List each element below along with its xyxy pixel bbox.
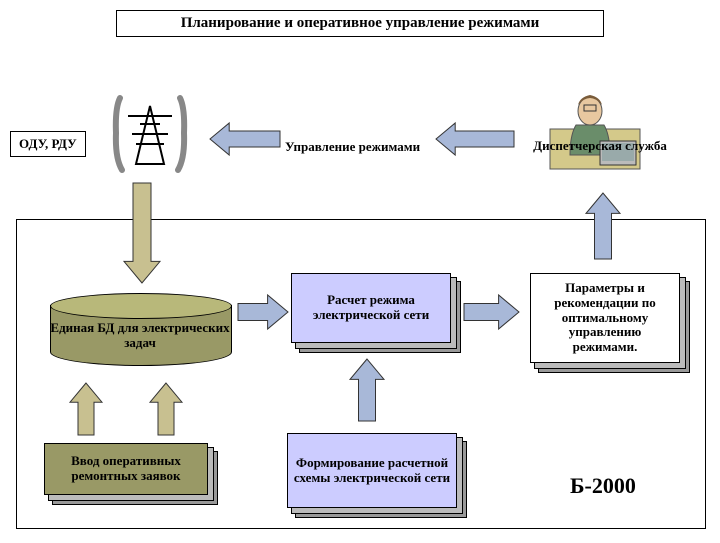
database-cylinder: Единая БД для электрических задач (50, 293, 230, 373)
schema-box: Формирование расчетной схемы электрическ… (287, 433, 457, 508)
params-box: Параметры и рекомендации по оптимальному… (530, 273, 680, 363)
input-box: Ввод оперативных ремонтных заявок (44, 443, 208, 495)
footer-label: Б-2000 (570, 473, 636, 499)
mgmt-label: Управление режимами (285, 139, 420, 155)
power-tower-icon (110, 88, 190, 178)
arrow-left-1 (436, 123, 514, 155)
odu-label: ОДУ, РДУ (10, 131, 86, 157)
diagram-canvas: ОДУ, РДУ Управление режимами Диспетчерск… (10, 43, 710, 543)
database-label: Единая БД для электрических задач (50, 321, 230, 351)
dispatcher-label: Диспетчерская служба (525, 138, 675, 154)
calc-box: Расчет режима электрической сети (291, 273, 451, 343)
arrow-left-0 (210, 123, 280, 155)
dispatcher-icon (540, 85, 650, 185)
page-title: Планирование и оперативное управление ре… (116, 10, 604, 37)
